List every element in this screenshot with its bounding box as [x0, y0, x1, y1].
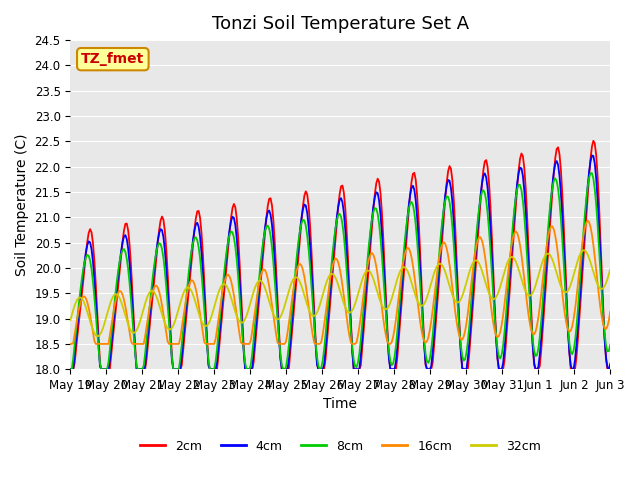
4cm	[604, 364, 611, 370]
Line: 2cm: 2cm	[70, 141, 611, 369]
32cm	[93, 333, 101, 339]
8cm	[604, 348, 611, 354]
Text: TZ_fmet: TZ_fmet	[81, 52, 145, 66]
2cm	[67, 366, 74, 372]
Line: 8cm: 8cm	[70, 173, 611, 369]
32cm	[85, 314, 93, 320]
Legend: 2cm, 4cm, 8cm, 16cm, 32cm: 2cm, 4cm, 8cm, 16cm, 32cm	[135, 435, 546, 458]
16cm	[102, 341, 109, 347]
16cm	[584, 218, 591, 224]
32cm	[103, 312, 111, 317]
16cm	[607, 309, 614, 315]
16cm	[532, 329, 540, 335]
32cm	[67, 317, 74, 323]
16cm	[344, 325, 352, 331]
2cm	[607, 366, 614, 372]
32cm	[580, 247, 588, 253]
2cm	[451, 224, 459, 230]
32cm	[346, 310, 353, 315]
Line: 4cm: 4cm	[70, 156, 611, 369]
8cm	[607, 342, 614, 348]
32cm	[607, 266, 614, 272]
8cm	[67, 366, 74, 372]
8cm	[102, 366, 109, 372]
Y-axis label: Soil Temperature (C): Soil Temperature (C)	[15, 133, 29, 276]
X-axis label: Time: Time	[323, 397, 357, 411]
16cm	[451, 309, 459, 314]
32cm	[452, 300, 460, 305]
4cm	[102, 366, 109, 372]
2cm	[85, 230, 93, 236]
4cm	[588, 153, 596, 158]
Line: 32cm: 32cm	[70, 250, 611, 336]
2cm	[604, 366, 611, 372]
16cm	[604, 324, 611, 329]
4cm	[85, 239, 93, 244]
Title: Tonzi Soil Temperature Set A: Tonzi Soil Temperature Set A	[212, 15, 469, 33]
4cm	[532, 366, 540, 372]
2cm	[532, 366, 540, 372]
8cm	[532, 353, 540, 359]
Line: 16cm: 16cm	[70, 221, 611, 344]
2cm	[344, 257, 352, 263]
16cm	[67, 341, 74, 347]
16cm	[85, 305, 93, 311]
4cm	[451, 245, 459, 251]
8cm	[85, 253, 93, 259]
2cm	[102, 366, 109, 372]
4cm	[344, 274, 352, 280]
32cm	[605, 272, 612, 277]
8cm	[451, 264, 459, 269]
8cm	[587, 170, 595, 176]
8cm	[344, 288, 352, 294]
32cm	[533, 278, 541, 284]
4cm	[67, 366, 74, 372]
4cm	[607, 361, 614, 367]
2cm	[589, 138, 597, 144]
